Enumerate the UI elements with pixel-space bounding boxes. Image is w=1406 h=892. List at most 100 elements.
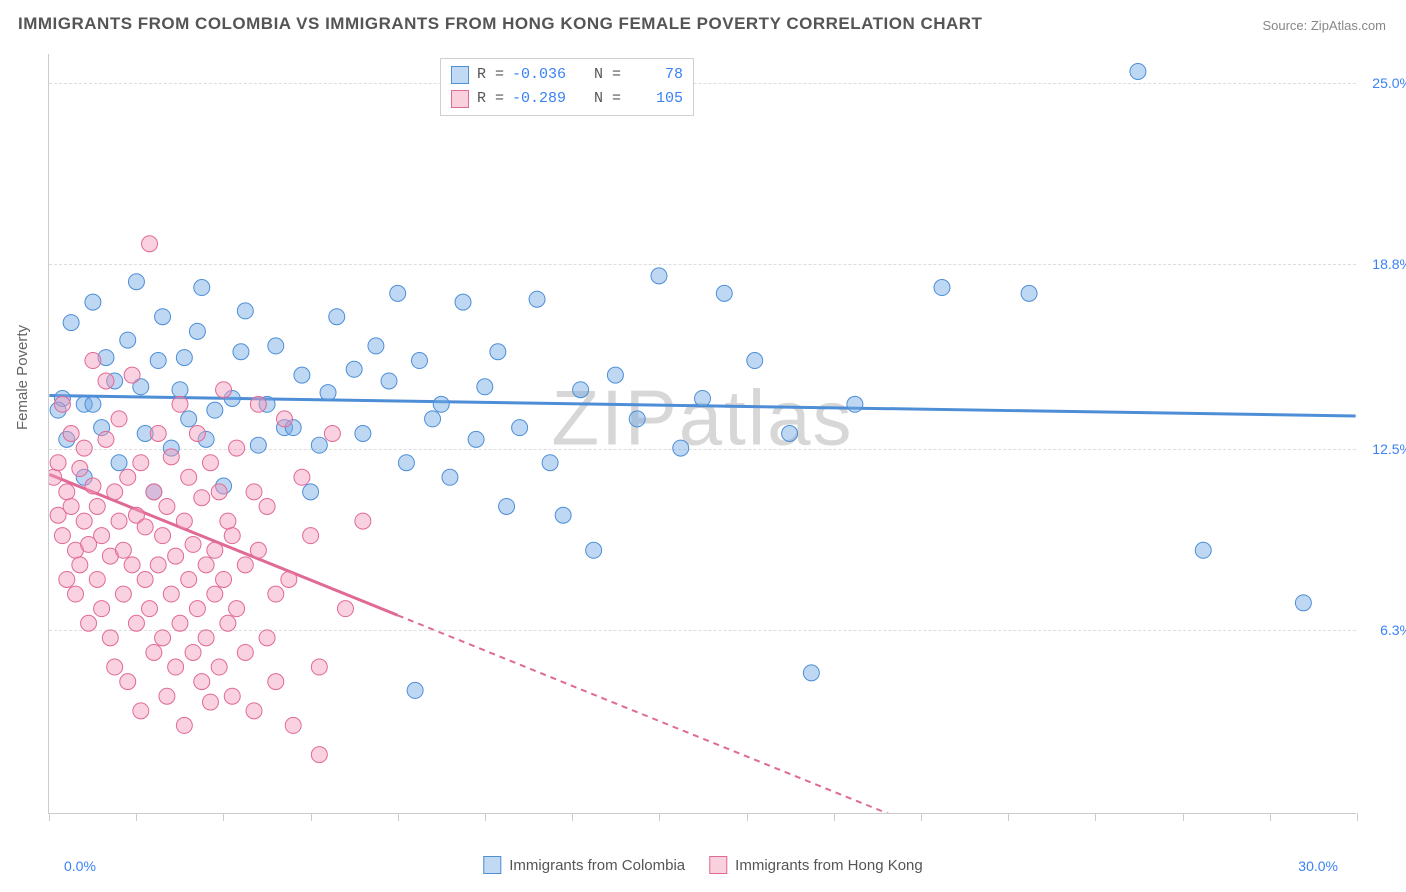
y-tick-label: 12.5%	[1372, 441, 1406, 457]
point-colombia	[390, 285, 406, 301]
point-hongkong	[159, 498, 175, 514]
x-tick	[659, 813, 660, 821]
point-hongkong	[259, 498, 275, 514]
x-tick	[49, 813, 50, 821]
point-hongkong	[59, 571, 75, 587]
point-hongkong	[246, 484, 262, 500]
point-hongkong	[111, 513, 127, 529]
point-colombia	[490, 344, 506, 360]
point-hongkong	[189, 426, 205, 442]
point-hongkong	[107, 484, 123, 500]
point-colombia	[425, 411, 441, 427]
x-tick	[311, 813, 312, 821]
chart-title: IMMIGRANTS FROM COLOMBIA VS IMMIGRANTS F…	[18, 14, 982, 34]
point-hongkong	[76, 513, 92, 529]
point-colombia	[542, 455, 558, 471]
point-hongkong	[181, 469, 197, 485]
point-colombia	[673, 440, 689, 456]
point-hongkong	[94, 601, 110, 617]
r-value-hongkong: -0.289	[512, 87, 566, 111]
point-colombia	[629, 411, 645, 427]
point-hongkong	[137, 571, 153, 587]
point-hongkong	[194, 674, 210, 690]
x-tick	[921, 813, 922, 821]
point-hongkong	[216, 382, 232, 398]
point-hongkong	[150, 557, 166, 573]
point-hongkong	[220, 615, 236, 631]
y-tick-label: 25.0%	[1372, 75, 1406, 91]
point-colombia	[381, 373, 397, 389]
point-hongkong	[67, 586, 83, 602]
point-colombia	[250, 437, 266, 453]
point-colombia	[1195, 542, 1211, 558]
x-tick	[572, 813, 573, 821]
point-hongkong	[172, 396, 188, 412]
point-hongkong	[98, 373, 114, 389]
r-label: R =	[477, 87, 504, 111]
point-colombia	[934, 280, 950, 296]
point-colombia	[555, 507, 571, 523]
x-tick	[1357, 813, 1358, 821]
point-hongkong	[189, 601, 205, 617]
point-hongkong	[224, 528, 240, 544]
point-hongkong	[59, 484, 75, 500]
series-legend: Immigrants from Colombia Immigrants from…	[475, 854, 930, 876]
n-label: N =	[594, 87, 621, 111]
point-hongkong	[142, 236, 158, 252]
point-hongkong	[168, 659, 184, 675]
point-hongkong	[229, 440, 245, 456]
point-hongkong	[85, 353, 101, 369]
point-colombia	[695, 390, 711, 406]
stats-row-colombia: R = -0.036 N = 78	[451, 63, 683, 87]
point-colombia	[716, 285, 732, 301]
swatch-colombia	[451, 66, 469, 84]
point-hongkong	[146, 484, 162, 500]
x-tick	[1183, 813, 1184, 821]
point-hongkong	[216, 571, 232, 587]
point-hongkong	[211, 659, 227, 675]
point-colombia	[85, 294, 101, 310]
point-colombia	[268, 338, 284, 354]
point-colombia	[847, 396, 863, 412]
point-hongkong	[246, 703, 262, 719]
point-hongkong	[102, 630, 118, 646]
x-tick	[485, 813, 486, 821]
point-hongkong	[63, 426, 79, 442]
point-hongkong	[124, 557, 140, 573]
legend-label-hongkong: Immigrants from Hong Kong	[735, 857, 923, 874]
n-value-colombia: 78	[629, 63, 683, 87]
trendline-hongkong-dashed	[398, 615, 1356, 813]
point-hongkong	[202, 694, 218, 710]
x-tick	[398, 813, 399, 821]
point-hongkong	[54, 396, 70, 412]
point-hongkong	[54, 528, 70, 544]
point-colombia	[368, 338, 384, 354]
point-hongkong	[111, 411, 127, 427]
point-hongkong	[115, 542, 131, 558]
point-colombia	[85, 396, 101, 412]
x-tick	[747, 813, 748, 821]
point-hongkong	[76, 440, 92, 456]
x-tick	[1095, 813, 1096, 821]
point-colombia	[586, 542, 602, 558]
point-colombia	[207, 402, 223, 418]
point-hongkong	[137, 519, 153, 535]
point-colombia	[411, 353, 427, 369]
point-hongkong	[294, 469, 310, 485]
point-hongkong	[259, 630, 275, 646]
point-colombia	[512, 420, 528, 436]
point-colombia	[150, 353, 166, 369]
point-hongkong	[337, 601, 353, 617]
point-hongkong	[94, 528, 110, 544]
swatch-colombia	[483, 856, 501, 874]
point-hongkong	[133, 703, 149, 719]
point-hongkong	[268, 586, 284, 602]
r-value-colombia: -0.036	[512, 63, 566, 87]
point-hongkong	[176, 717, 192, 733]
point-hongkong	[224, 688, 240, 704]
n-value-hongkong: 105	[629, 87, 683, 111]
point-colombia	[311, 437, 327, 453]
point-hongkong	[268, 674, 284, 690]
point-hongkong	[185, 644, 201, 660]
point-hongkong	[281, 571, 297, 587]
